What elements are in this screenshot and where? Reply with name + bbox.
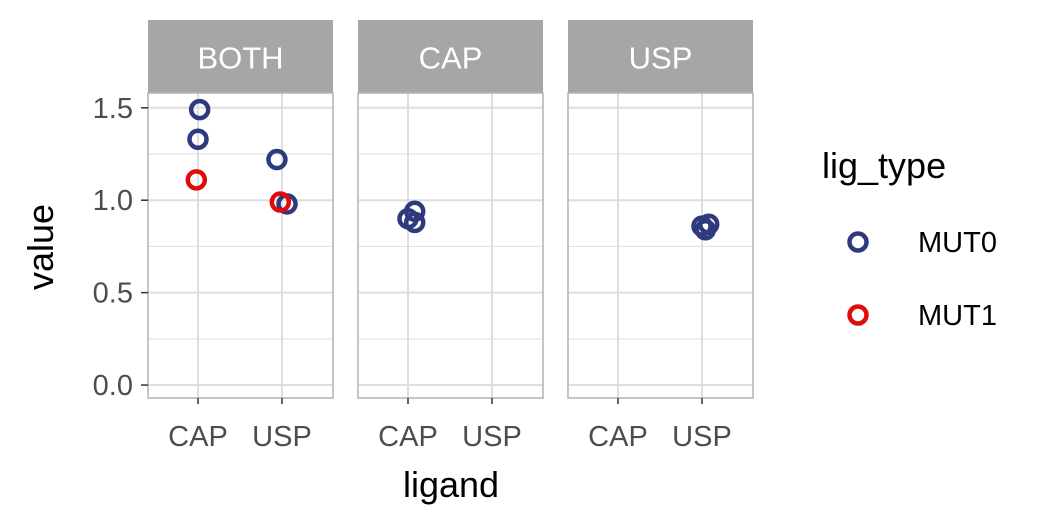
legend-key [847, 231, 869, 253]
y-axis: 0.0 0.5 1.0 1.5 [93, 93, 148, 402]
data-point [694, 219, 717, 241]
series-mut1 [185, 169, 292, 213]
data-point [266, 148, 288, 171]
legend-item-mut1: MUT1 [847, 300, 997, 332]
facet-panel-cap: CAP CAP USP [357, 20, 544, 453]
facet-strip-label: USP [629, 41, 693, 76]
data-point [269, 191, 292, 213]
x-tick-label: USP [252, 421, 312, 453]
facet-strip [148, 20, 333, 93]
facet-strip-label: BOTH [197, 41, 283, 76]
legend: lig_type MUT0 MUT1 [822, 145, 997, 332]
panel-border [147, 92, 334, 399]
facet-panel-usp: USP CAP USP [567, 20, 754, 453]
legend-title: lig_type [822, 145, 946, 186]
panel-background [358, 93, 543, 398]
facet-strip [568, 20, 753, 93]
facet-panels: BOTH CAP USP CAP CAP USP USP CAP USP [147, 20, 754, 453]
legend-item-mut0: MUT0 [847, 227, 997, 259]
y-tick-label: 1.5 [93, 93, 133, 125]
x-axis-title: ligand [403, 464, 499, 505]
y-tick-label: 0.5 [93, 278, 133, 310]
panel-background [568, 93, 753, 398]
facet-strip-label: CAP [419, 41, 483, 76]
y-tick-label: 0.0 [93, 370, 133, 402]
x-tick-label: CAP [378, 421, 438, 453]
data-point [187, 128, 209, 150]
x-tick-label: CAP [588, 421, 648, 453]
legend-key [847, 304, 869, 326]
series-mut0 [187, 98, 720, 241]
x-tick-label: USP [462, 421, 522, 453]
legend-label: MUT1 [918, 300, 997, 332]
y-tick-label: 1.0 [93, 185, 133, 217]
facet-strip [358, 20, 543, 93]
data-point [185, 169, 208, 191]
x-tick-label: CAP [168, 421, 228, 453]
legend-label: MUT0 [918, 227, 997, 259]
x-tick-label: USP [672, 421, 732, 453]
data-point [188, 98, 211, 121]
panel-border [567, 92, 754, 399]
panel-background [148, 93, 333, 398]
y-axis-title: value [20, 204, 61, 290]
data-point [403, 211, 426, 234]
panel-border [357, 92, 544, 399]
facet-panel-both: BOTH CAP USP [147, 20, 334, 453]
